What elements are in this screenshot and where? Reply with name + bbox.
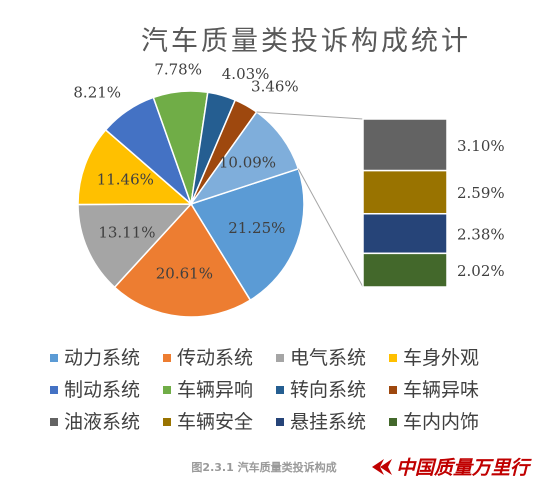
- figure-label: 图2.3.1 汽车质量类投诉构成: [191, 460, 336, 474]
- legend-swatch-4: [389, 354, 397, 362]
- pie-slice-1: [189, 167, 305, 302]
- pie-slice-3: [77, 203, 193, 289]
- legend-label-4: 车身外观: [403, 347, 479, 369]
- legend-swatch-1: [50, 354, 58, 362]
- legend-label-9: 油液系统: [64, 411, 140, 433]
- brand-name: 中国质量万里行: [396, 457, 532, 479]
- legend-swatch-3: [276, 354, 284, 362]
- breakdown-segment-3: [362, 212, 448, 255]
- slice-label-1: 21.25%: [228, 219, 285, 237]
- legend-label-3: 电气系统: [290, 347, 366, 369]
- connector-top: [256, 111, 364, 120]
- legend-label-10: 车辆安全: [177, 411, 253, 433]
- breakdown-segment-1: [362, 118, 448, 172]
- legend-label-1: 动力系统: [64, 347, 140, 369]
- chart-title: 汽车质量类投诉构成统计: [141, 26, 471, 57]
- pie-slice-2: [113, 202, 252, 318]
- legend-swatch-5: [50, 386, 58, 394]
- slice-label-8: 3.46%: [251, 77, 299, 95]
- pie-slice-9: [189, 110, 300, 206]
- legend-label-11: 悬挂系统: [290, 411, 366, 433]
- breakdown-bar: 3.10% 2.59% 2.38% 2.02%: [362, 118, 505, 288]
- legend-label-12: 车内内饰: [403, 411, 479, 433]
- breakdown-segment-2: [362, 169, 448, 215]
- legend-label-5: 制动系统: [64, 379, 140, 401]
- legend-label-8: 车辆异味: [403, 379, 479, 401]
- legend-swatch-7: [276, 386, 284, 394]
- breakdown-label-1: 3.10%: [457, 137, 505, 155]
- legend-swatch-2: [163, 354, 171, 362]
- brand-logo-icon: [372, 459, 392, 475]
- figure-caption: 图2.3.1 汽车质量类投诉构成 中国质量万里行: [191, 457, 532, 479]
- slice-label-9: 10.09%: [219, 153, 276, 171]
- slice-label-7: 4.03%: [222, 65, 270, 83]
- legend-swatch-11: [276, 418, 284, 426]
- slice-labels: 21.25% 20.61% 13.11% 11.46% 8.21% 7.78% 4.03%3…: [73, 61, 298, 283]
- breakdown-connectors: [256, 111, 364, 288]
- slice-label-6: 7.78%: [154, 61, 202, 79]
- breakdown-segment-4: [362, 252, 448, 288]
- breakdown-label-4: 2.02%: [457, 262, 505, 280]
- slice-label-4: 11.46%: [97, 171, 154, 189]
- legend-label-7: 转向系统: [290, 379, 366, 401]
- legend-label-2: 传动系统: [177, 347, 253, 369]
- legend-label-6: 车辆异响: [177, 379, 253, 401]
- connector-bottom: [297, 168, 364, 288]
- slice-label-3: 13.11%: [98, 223, 155, 241]
- breakdown-label-2: 2.59%: [457, 184, 505, 202]
- slice-label-5: 8.21%: [73, 83, 121, 101]
- legend-swatch-6: [163, 386, 171, 394]
- pie-slice-4: [77, 128, 193, 206]
- breakdown-label-3: 2.38%: [457, 226, 505, 244]
- pie-slices: [77, 90, 305, 318]
- legend-swatch-8: [389, 386, 397, 394]
- legend-swatch-9: [50, 418, 58, 426]
- legend-swatch-10: [163, 418, 171, 426]
- legend-swatch-12: [389, 418, 397, 426]
- slice-label-2: 20.61%: [156, 265, 213, 283]
